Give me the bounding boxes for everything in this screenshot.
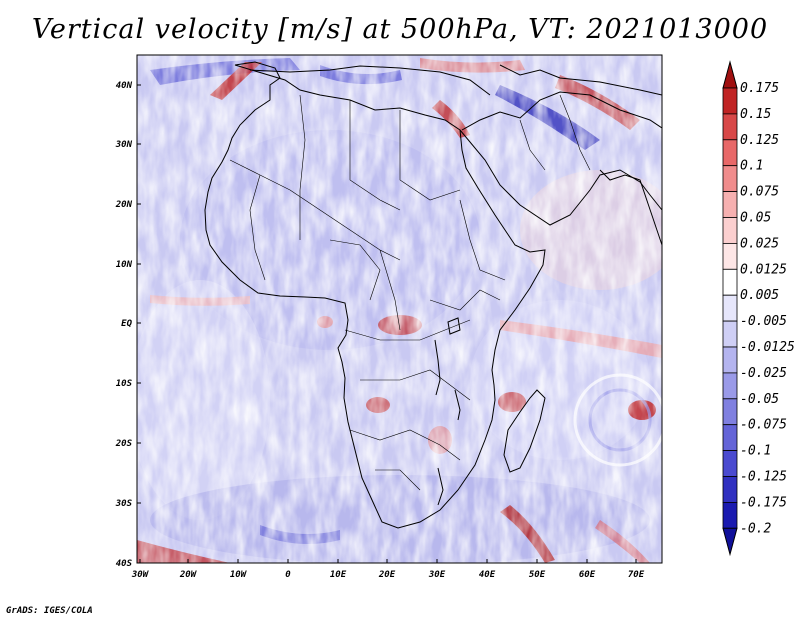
colorbar-label: 0.0125 [740, 262, 787, 277]
lat-label-20n: 20N [115, 200, 133, 210]
lat-label-10s: 10S [116, 379, 133, 389]
colorbar-label: 0.05 [740, 211, 771, 226]
colorbar-segment [722, 476, 738, 503]
lakes [434, 317, 461, 506]
colorbar-bottom-arrow [722, 527, 738, 557]
country-borders [229, 94, 591, 491]
colorbar-label: -0.0125 [740, 340, 795, 355]
lat-label-20s: 20S [115, 439, 133, 449]
lon-label-40e: 40E [479, 570, 496, 580]
lat-label-10n: 10N [116, 260, 133, 270]
colorbar-segment [722, 450, 738, 477]
colorbar-label: -0.075 [740, 418, 787, 433]
lon-label-10w: 10W [230, 570, 248, 580]
colorbar-segment [722, 294, 738, 322]
lat-label-30n: 30N [115, 140, 133, 150]
map-title: Vertical velocity [m/s] at 500hPa, VT: 2… [31, 14, 769, 45]
colorbar-segment [722, 346, 738, 374]
colorbar-label: 0.125 [740, 133, 779, 148]
lat-label-40n: 40N [116, 81, 133, 91]
colorbar-segment [722, 139, 738, 167]
colorbar: 0.175 0.15 0.125 0.1 0.075 0.05 0.025 0.0125 0.0… [722, 60, 795, 557]
latitude-labels: 40N 30N 20N 10N EQ 10S 20S 30S 40S [115, 81, 141, 569]
colorbar-label: -0.2 [740, 521, 771, 536]
lon-label-70e: 70E [628, 570, 645, 580]
colorbar-label: 0.075 [740, 185, 779, 200]
lon-label-0: 0 [285, 570, 291, 580]
colorbar-label: 0.1 [740, 159, 763, 174]
lon-label-60e: 60E [579, 570, 596, 580]
lon-label-20w: 20W [179, 570, 198, 580]
lon-label-30w: 30W [131, 570, 150, 580]
colorbar-segment [722, 217, 738, 244]
lat-label-40s: 40S [116, 559, 133, 569]
colorbar-label: 0.005 [740, 288, 779, 303]
lon-label-50e: 50E [529, 570, 546, 580]
colorbar-label: -0.175 [740, 495, 787, 510]
coastlines [204, 61, 662, 529]
colorbar-segment [722, 424, 738, 452]
lat-label-eq: EQ [121, 319, 132, 329]
colorbar-label: 0.175 [740, 81, 779, 96]
grads-credit: GrADS: IGES/COLA [6, 606, 93, 616]
colorbar-label: -0.005 [740, 314, 787, 329]
colorbar-segment [722, 320, 738, 348]
colorbar-label: -0.025 [740, 366, 787, 381]
colorbar-label: -0.1 [740, 444, 771, 459]
colorbar-segment [722, 242, 738, 270]
lat-label-30s: 30S [115, 499, 133, 509]
colorbar-top-arrow [722, 60, 738, 89]
colorbar-segment [722, 268, 738, 296]
colorbar-label: -0.125 [740, 470, 787, 485]
colorbar-segment [722, 191, 738, 218]
colorbar-segment [722, 372, 738, 400]
colorbar-label: 0.15 [740, 107, 771, 122]
colorbar-segment [722, 398, 738, 426]
lon-label-10e: 10E [330, 570, 347, 580]
colorbar-segment [722, 501, 738, 529]
colorbar-label: -0.05 [740, 392, 779, 407]
lon-label-30e: 30E [428, 570, 446, 580]
lon-label-20e: 20E [378, 570, 396, 580]
colorbar-segment [722, 113, 738, 141]
longitude-labels: 30W 20W 10W 0 10E 20E 30E 40E 50E 60E 70E [131, 559, 645, 580]
colorbar-segment [722, 165, 738, 192]
colorbar-segment [722, 87, 738, 115]
map-plot-area [137, 55, 662, 563]
colorbar-label: 0.025 [740, 236, 779, 251]
map-frame [136, 54, 663, 564]
